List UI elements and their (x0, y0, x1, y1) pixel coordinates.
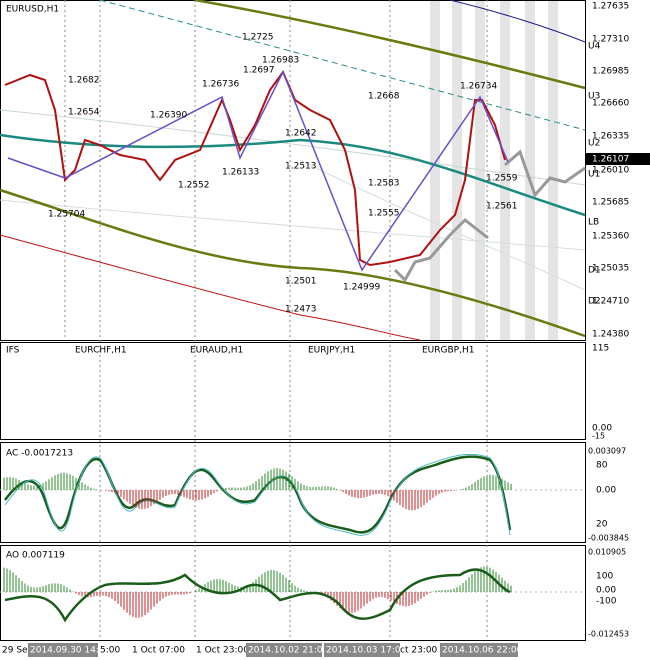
level-label: D1 (588, 266, 601, 276)
price-label: 1.25035 (592, 264, 629, 274)
ao-panel: AO 0.007119 0.010905 100 0.00 -100 -0.01… (0, 548, 629, 639)
annotation: 1.2642 (285, 129, 317, 139)
axis-label: 115 (592, 344, 609, 354)
annotation: 1.2668 (368, 92, 400, 102)
annotation: 1.2501 (285, 277, 317, 287)
panel-subtitle: EURGBP,H1 (422, 346, 474, 356)
axis-label: 0.00 (592, 424, 612, 434)
time-highlight (246, 643, 322, 657)
axis-label: 80 (596, 461, 608, 471)
panel-subtitle: EURJPY,H1 (308, 346, 355, 356)
time-label: 2014.09.30 14:00 (30, 646, 111, 656)
level-label: LB (588, 218, 599, 228)
time-highlight (28, 643, 98, 657)
axis-label: -100 (596, 597, 617, 607)
vertical-grid (64, 0, 488, 640)
price-label: 1.26335 (592, 132, 629, 142)
annotation: 1.26390 (150, 111, 187, 121)
ac-panel: AC -0.0017213 0.003097 80 0.00 20 -0.003… (0, 447, 629, 543)
axis-label: 20 (596, 520, 608, 530)
annotation: 1.2555 (368, 209, 400, 219)
annotation: 1.25704 (48, 210, 85, 220)
time-highlight (440, 643, 518, 657)
level-labels: U4 U3 U2 U1 LB D1 D2 (588, 42, 601, 307)
ao-histogram (3, 566, 512, 618)
axis-label: 0.010905 (588, 548, 626, 557)
annotation: 1.2725 (242, 33, 274, 43)
level-label: U4 (588, 42, 601, 52)
panel-title: AC -0.0017213 (6, 449, 73, 459)
annotation: 1.26736 (202, 80, 239, 90)
annotation: 1.2682 (68, 76, 100, 86)
axis-label: -15 (592, 432, 605, 441)
price-label: 1.25360 (592, 232, 629, 242)
panel-subtitle: EURAUD,H1 (190, 346, 243, 356)
time-axis: 29 Se 2014.09.30 14:00 5:00 1 Oct 07:00 … (2, 643, 523, 657)
price-axis: 1.27635 1.27310 1.26985 1.26660 1.26335 … (586, 2, 650, 340)
level-label: U2 (588, 139, 600, 149)
price-label: 1.26660 (592, 99, 629, 109)
panel-title: IFS (6, 346, 20, 356)
annotation: 1.2513 (285, 162, 317, 172)
axis-label: 100 (596, 572, 613, 582)
price-label: 1.24380 (592, 330, 629, 340)
axis-label: -0.012453 (588, 630, 629, 639)
panel-title: AO 0.007119 (6, 551, 65, 561)
annotation: 1.2552 (178, 181, 210, 191)
time-label: 29 Se (2, 646, 28, 656)
time-label: 2014.10.02 21:00 (248, 646, 329, 656)
axis-label: -0.003845 (588, 534, 629, 543)
panel-subtitle: EURCHF,H1 (75, 346, 127, 356)
ifs-panel: IFS EURCHF,H1 EURAUD,H1 EURJPY,H1 EURGBP… (6, 344, 612, 441)
time-label: 2014.10.03 17:00 (326, 646, 407, 656)
time-label: 1 Oct 23:00 (196, 646, 249, 656)
annotation: 1.2583 (368, 179, 400, 189)
channel-lines (0, 0, 586, 341)
ac-histogram (3, 468, 512, 511)
annotation: 1.2473 (285, 305, 317, 315)
current-price: 1.26107 (592, 155, 629, 165)
level-label: U3 (588, 92, 600, 102)
level-label: U1 (588, 170, 600, 180)
axis-label: 0.00 (596, 586, 616, 596)
time-label: 1 Oct 07:00 (132, 646, 185, 656)
axis-label: 0.00 (596, 486, 616, 496)
panel-frames (0, 0, 586, 641)
price-label: 1.26985 (592, 67, 629, 77)
annotation: 1.2654 (68, 108, 100, 118)
level-label: D2 (588, 297, 601, 307)
current-price-box (586, 153, 650, 165)
annotation: 1.26133 (222, 168, 259, 178)
price-annotations: 1.2682 1.2654 1.26390 1.26736 1.2697 1.2… (48, 33, 518, 315)
annotation: 1.26734 (460, 82, 497, 92)
time-highlight (324, 643, 400, 657)
annotation: 1.2697 (243, 66, 275, 76)
time-label: ct 23:00 (400, 646, 438, 656)
time-label: 2014.10.06 22:00 (442, 646, 523, 656)
price-label: 1.27635 (592, 2, 629, 12)
price-label: 1.27310 (592, 35, 629, 45)
annotation: 1.24999 (343, 283, 380, 293)
time-label: 5:00 (100, 646, 120, 656)
annotation: 1.2561 (486, 202, 518, 212)
price-label: 1.25685 (592, 198, 629, 208)
window-title: EURUSD,H1 (6, 5, 59, 15)
annotation: 1.2559 (486, 174, 518, 184)
price-label: 1.26010 (592, 166, 629, 176)
axis-label: 0.003097 (588, 447, 626, 456)
annotation: 1.26983 (262, 56, 299, 66)
price-label: 1.24710 (592, 297, 629, 307)
